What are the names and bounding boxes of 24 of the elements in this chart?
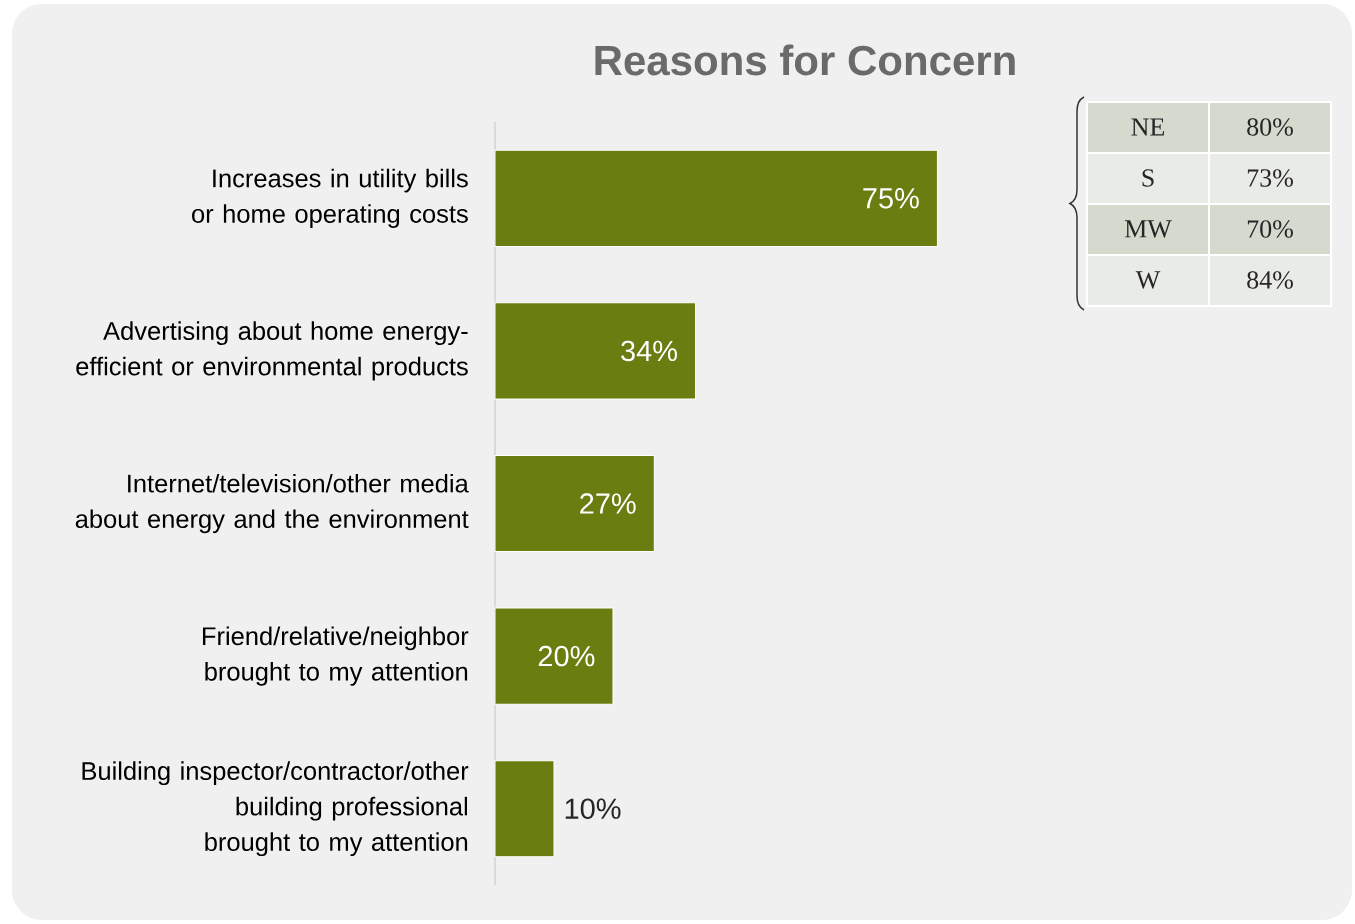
bar — [494, 149, 938, 247]
y-tick-label: Internet/television/other media about energy and the environment — [75, 473, 469, 534]
data-label: 10% — [565, 798, 621, 819]
y-tick-label: Friend/relative/neighbor brought to my attention — [202, 626, 469, 686]
data-label: 27% — [580, 493, 636, 514]
data-label: 20% — [538, 645, 595, 667]
bar — [494, 302, 697, 400]
text: S — [1142, 169, 1154, 187]
data-label: 75% — [863, 188, 919, 209]
text: 84% — [1247, 271, 1293, 289]
bar — [494, 760, 555, 858]
text: 80% — [1247, 118, 1293, 136]
bar — [494, 607, 614, 705]
text: 73% — [1247, 169, 1293, 187]
y-tick-label: Building inspector/contractor/other building professional brought to my attention — [82, 761, 469, 857]
y-tick-label: Advertising about home energy-efficient or environmental products — [76, 321, 468, 381]
data-label: 34% — [621, 340, 677, 362]
text: MW — [1124, 220, 1172, 238]
text: NE — [1131, 118, 1165, 136]
y-tick-label: Increases in utility bills or home operating costs — [192, 168, 468, 228]
text: 70% — [1247, 220, 1293, 238]
text: W — [1135, 271, 1161, 289]
chart-title: Reasons for Concern — [595, 44, 1015, 76]
bar — [494, 454, 655, 553]
